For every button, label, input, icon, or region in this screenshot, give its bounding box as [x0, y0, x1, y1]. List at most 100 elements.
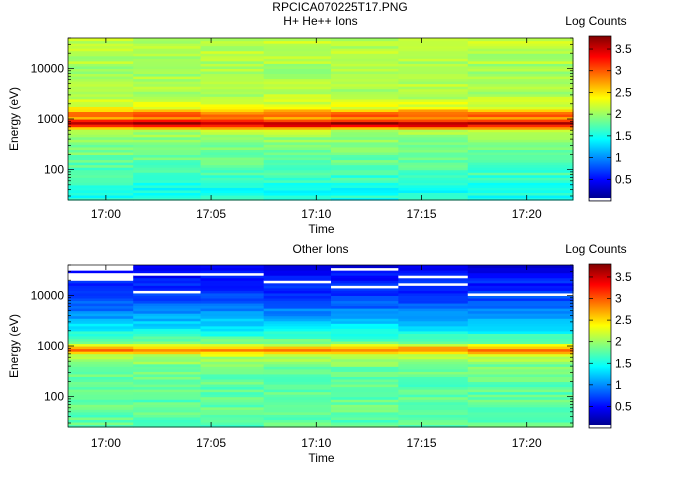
heatmap-cell [68, 144, 134, 148]
heatmap-cell [398, 358, 469, 362]
heatmap-cell [263, 363, 332, 367]
heatmap-cell [200, 302, 265, 307]
heatmap-cell [398, 134, 469, 138]
heatmap-cell [68, 96, 134, 100]
heatmap-cell [68, 103, 134, 107]
heatmap-cell [133, 282, 202, 286]
heatmap-cell [331, 368, 399, 372]
heatmap-cell [467, 38, 574, 42]
heatmap-cell [133, 351, 202, 355]
heatmap-cell [133, 414, 202, 418]
heatmap-cell [467, 81, 574, 85]
heatmap-cell [200, 141, 265, 145]
heatmap-cell [398, 141, 469, 145]
heatmap-cell [133, 182, 202, 186]
heatmap-cell [331, 81, 399, 85]
heatmap-cell [200, 277, 265, 281]
heatmap-cell [467, 373, 574, 377]
heatmap-cell [331, 149, 399, 153]
heatmap-cell [263, 177, 332, 181]
heatmap-cell [467, 409, 574, 413]
heatmap-cell [331, 275, 399, 279]
heatmap-cell [331, 58, 399, 62]
heatmap-cell [398, 50, 469, 54]
heatmap-cell [467, 275, 574, 279]
heatmap-cell [331, 70, 399, 75]
heatmap-cell [68, 192, 134, 196]
heatmap-cell [68, 182, 134, 186]
heatmap-cell [467, 338, 574, 342]
heatmap-cell [467, 308, 574, 312]
heatmap-cell [331, 305, 399, 309]
heatmap-cell [133, 50, 202, 54]
heatmap-cell [467, 290, 574, 294]
heatmap-cell [263, 48, 332, 52]
heatmap-cell [263, 141, 332, 145]
heatmap-cell [133, 101, 202, 105]
heatmap-cell [68, 151, 134, 156]
heatmap-cell [331, 192, 399, 196]
heatmap-cell [398, 297, 469, 302]
heatmap-cell [200, 108, 265, 113]
heatmap-cell [263, 270, 332, 274]
heatmap-cell [200, 371, 265, 375]
heatmap-cell [467, 78, 574, 82]
heatmap-cell [467, 156, 574, 161]
heatmap-cell [68, 189, 134, 194]
heatmap-cell [68, 381, 134, 385]
heatmap-cell [263, 192, 332, 196]
heatmap-cell [331, 333, 399, 337]
heatmap-cell [68, 414, 134, 418]
heatmap-cell [331, 409, 399, 413]
heatmap-cell [68, 53, 134, 57]
heatmap-cell [467, 184, 574, 188]
heatmap-cell [467, 141, 574, 145]
heatmap-cell [200, 414, 265, 418]
heatmap-cell [68, 197, 134, 201]
heatmap-cell [331, 406, 399, 410]
heatmap-cell [200, 394, 265, 398]
heatmap-cell [133, 386, 202, 390]
heatmap-cell [331, 121, 399, 125]
heatmap-cell [331, 414, 399, 418]
heatmap-cell [68, 361, 134, 365]
heatmap-cell [467, 280, 574, 284]
heatmap-cell [467, 302, 574, 307]
heatmap-cell [68, 108, 134, 113]
heatmap-cell [68, 386, 134, 390]
x-tick-label: 17:10 [301, 436, 331, 450]
heatmap-cell [68, 78, 134, 82]
heatmap-cell [467, 159, 574, 163]
heatmap-cell [133, 376, 202, 380]
heatmap-cell [467, 285, 574, 289]
heatmap-cell [68, 404, 134, 408]
heatmap-cell [68, 184, 134, 188]
heatmap-cell [263, 93, 332, 97]
heatmap-cell [398, 45, 469, 49]
heatmap-cell [133, 172, 202, 176]
heatmap-cell [467, 404, 574, 408]
heatmap-cell [200, 189, 265, 194]
heatmap-cell [263, 383, 332, 388]
heatmap-cell [68, 126, 134, 130]
heatmap-cell [68, 68, 134, 72]
heatmap-cell [331, 310, 399, 314]
heatmap-cell [68, 363, 134, 367]
heatmap-cell [263, 164, 332, 168]
heatmap-cell [263, 282, 332, 286]
heatmap-cell [68, 45, 134, 49]
heatmap-cell [200, 139, 265, 143]
heatmap-cell [200, 106, 265, 110]
heatmap-cell [200, 131, 265, 135]
heatmap-cell [398, 406, 469, 410]
heatmap-cell [68, 277, 134, 281]
heatmap-cell [398, 75, 469, 80]
heatmap-cell [398, 424, 469, 428]
heatmap-cell [398, 399, 469, 403]
heatmap-cell [467, 65, 574, 69]
heatmap-cell [398, 267, 469, 271]
colorbar-tick-label: 3.5 [615, 270, 632, 284]
heatmap-cell [200, 419, 265, 423]
heatmap-cell [263, 325, 332, 329]
heatmap-cell [467, 177, 574, 181]
